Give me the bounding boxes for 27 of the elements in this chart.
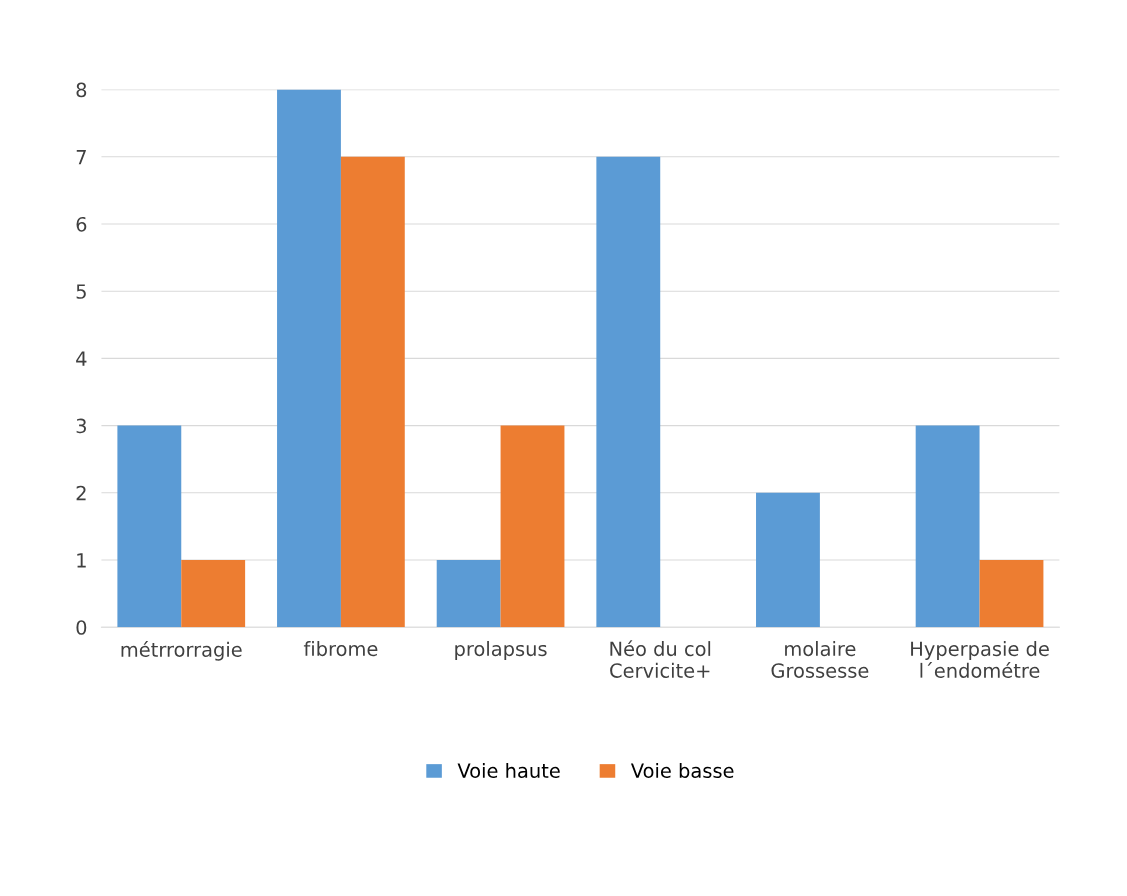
bar	[436, 560, 501, 628]
x-tick-label: fibrome	[303, 641, 378, 657]
bar	[277, 89, 341, 628]
y-tick-label: 2	[76, 485, 86, 501]
y-tick-label: 5	[76, 284, 86, 299]
y-tick-label: 8	[76, 82, 87, 98]
x-tick-label: métrrorragie	[121, 641, 242, 661]
y-tick-label: 0	[76, 620, 87, 635]
x-tick-label: prolapsus	[455, 641, 547, 660]
y-tick-label: 6	[76, 216, 87, 232]
bar	[117, 425, 182, 628]
legend-label: Voie haute	[457, 762, 560, 779]
y-tick-label: 4	[76, 351, 87, 366]
bar	[915, 425, 980, 628]
y-tick-label: 3	[76, 418, 86, 434]
bar	[500, 425, 565, 628]
x-tick-label: Hyperpasie de l´endométre	[911, 641, 1049, 678]
bar	[181, 560, 246, 628]
x-tick-label: molaire Grossesse	[771, 641, 869, 678]
bar	[596, 156, 661, 628]
y-tick-label: 7	[76, 150, 86, 165]
bar	[979, 560, 1044, 628]
bar	[756, 492, 820, 628]
legend-label: Voie basse	[630, 762, 734, 779]
y-tick-label: 1	[77, 553, 86, 568]
bar	[340, 156, 405, 628]
x-tick-label: Néo du col Cervicite+	[610, 640, 711, 678]
